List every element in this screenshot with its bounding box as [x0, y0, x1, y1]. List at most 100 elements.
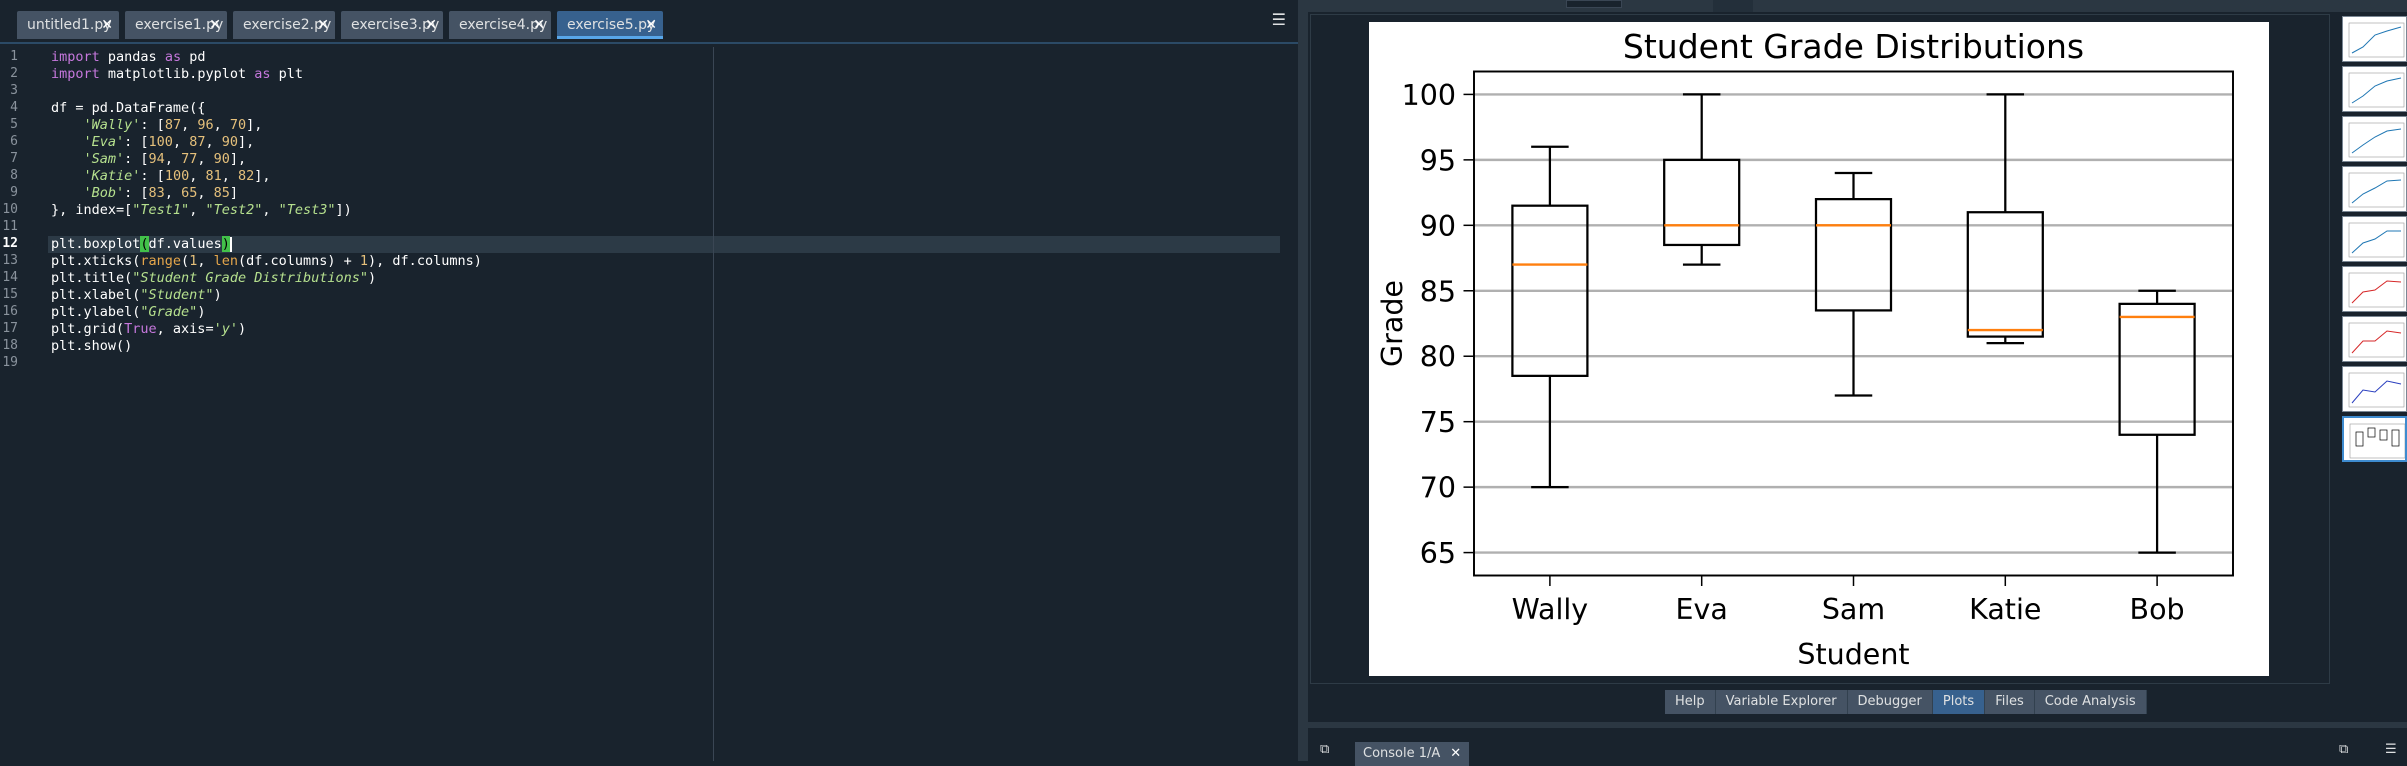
box-wally [1511, 204, 1589, 377]
plot-thumbnail[interactable] [2342, 316, 2407, 362]
hamburger-menu-icon[interactable]: ☰ [2385, 742, 2397, 757]
code-line[interactable]: import matplotlib.pyplot as plt [51, 66, 303, 82]
y-tick-label: 80 [1420, 341, 1456, 374]
code-line[interactable]: plt.title("Student Grade Distributions") [51, 270, 377, 286]
tab-help[interactable]: Help [1665, 690, 1716, 714]
tab-exercise5[interactable]: exercise5.py ✕ [557, 11, 663, 39]
plots-toolbar-strip [1308, 0, 2407, 12]
tab-label: exercise4.py [459, 17, 548, 33]
tab-files[interactable]: Files [1985, 690, 2035, 714]
tab-untitled1[interactable]: untitled1.py ✕ [17, 11, 119, 39]
line-number: 15 [2, 287, 18, 302]
box-eva [1663, 158, 1741, 247]
code-line[interactable]: 'Sam': [94, 77, 90], [83, 151, 247, 167]
close-icon[interactable]: ✕ [533, 17, 545, 33]
line-number: 6 [10, 134, 18, 149]
tab-label: exercise5.py [567, 17, 656, 33]
code-line[interactable]: plt.grid(True, axis='y') [51, 321, 247, 337]
plot-thumbnail[interactable] [2342, 216, 2407, 262]
y-tick-label: 70 [1420, 472, 1456, 505]
line-number: 4 [10, 100, 18, 115]
plots-pane: 65 70 75 80 85 90 95 100 Wally Eva Sam Katie Bob Stud… [1308, 0, 2407, 720]
code-line[interactable]: 'Wally': [87, 96, 70], [83, 117, 263, 133]
y-tick-label: 100 [1402, 79, 1456, 112]
boxplot-chart: 65 70 75 80 85 90 95 100 Wally Eva Sam Katie Bob Stud… [1376, 27, 2234, 671]
tab-variable-explorer[interactable]: Variable Explorer [1715, 690, 1848, 714]
line-number: 5 [10, 117, 18, 132]
line-number: 3 [10, 83, 18, 98]
plots-pane-tabs: Help Variable Explorer Debugger Plots Fi… [1665, 690, 2147, 714]
plot-thumbnail[interactable] [2342, 416, 2407, 462]
plot-thumbnail[interactable] [2342, 16, 2407, 62]
close-icon[interactable]: ✕ [645, 17, 657, 33]
plot-thumbnail[interactable] [2342, 66, 2407, 112]
axes-frame [1473, 70, 2234, 577]
line-number: 8 [10, 168, 18, 183]
line-number: 14 [2, 270, 18, 285]
line-number: 11 [2, 219, 18, 234]
box-bob [2118, 302, 2196, 436]
new-window-icon[interactable]: ⧉ [1320, 742, 1330, 757]
code-line[interactable]: }, index=["Test1", "Test2", "Test3"]) [51, 202, 352, 218]
plot-thumbnails[interactable] [2335, 14, 2407, 682]
code-line[interactable]: 'Bob': [83, 65, 85] [83, 185, 239, 201]
console-separator[interactable] [1308, 722, 2407, 728]
box-katie [1966, 211, 2044, 338]
code-line[interactable]: plt.xlabel("Student") [51, 287, 222, 303]
toolbar-button[interactable] [1713, 0, 1753, 12]
plot-thumbnail[interactable] [2342, 266, 2407, 312]
plot-thumbnail[interactable] [2342, 366, 2407, 412]
code-line[interactable]: import pandas as pd [51, 49, 206, 65]
pane-splitter[interactable] [1298, 0, 1308, 761]
close-icon[interactable]: ✕ [317, 17, 329, 33]
close-icon[interactable]: ✕ [209, 17, 221, 33]
y-tick-label: 90 [1420, 210, 1456, 243]
line-number: 7 [10, 151, 18, 166]
tab-debugger[interactable]: Debugger [1847, 690, 1933, 714]
tab-label: exercise3.py [351, 17, 440, 33]
toolbar-button[interactable] [1566, 0, 1622, 8]
line-number-gutter: 1 2 3 4 5 6 7 8 9 10 11 12 13 14 15 16 1… [0, 47, 48, 761]
tab-exercise3[interactable]: exercise3.py ✕ [341, 11, 443, 39]
code-line[interactable]: 'Eva': [100, 87, 90], [83, 134, 255, 150]
copy-icon[interactable]: ⧉ [2339, 742, 2349, 757]
console-tab-bar: ⧉ Console 1/A ✕ ⧉ ☰ [1308, 730, 2407, 766]
tab-label: exercise2.py [243, 17, 332, 33]
x-tick-label: Katie [1969, 593, 2041, 626]
y-tick-label: 95 [1420, 144, 1456, 177]
close-icon[interactable]: ✕ [425, 17, 437, 33]
tab-label: exercise1.py [135, 17, 224, 33]
close-icon[interactable]: ✕ [1450, 746, 1462, 761]
code-editor[interactable]: import pandas as pd import matplotlib.pyp… [48, 47, 1284, 761]
tab-code-analysis[interactable]: Code Analysis [2034, 690, 2147, 714]
tab-exercise1[interactable]: exercise1.py ✕ [125, 11, 227, 39]
code-line-current[interactable]: plt.boxplot(df.values) [51, 236, 232, 252]
line-number: 19 [2, 355, 18, 370]
code-line[interactable]: plt.show() [51, 338, 133, 354]
plot-thumbnail[interactable] [2342, 116, 2407, 162]
plot-thumbnail[interactable] [2342, 166, 2407, 212]
tab-exercise2[interactable]: exercise2.py ✕ [233, 11, 335, 39]
line-number: 10 [2, 202, 18, 217]
tab-console[interactable]: Console 1/A ✕ [1355, 742, 1470, 766]
console-tab-label: Console 1/A [1363, 746, 1441, 761]
code-line[interactable]: plt.ylabel("Grade") [51, 304, 206, 320]
code-line[interactable]: df = pd.DataFrame({ [51, 100, 206, 116]
line-number: 16 [2, 304, 18, 319]
y-tick-label: 75 [1420, 406, 1456, 439]
tab-label: untitled1.py [27, 17, 112, 33]
plot-viewer: 65 70 75 80 85 90 95 100 Wally Eva Sam Katie Bob Stud… [1310, 14, 2330, 684]
code-line[interactable]: plt.xticks(range(1, len(df.columns) + 1)… [51, 253, 482, 269]
tab-exercise4[interactable]: exercise4.py ✕ [449, 11, 551, 39]
x-tick-label: Eva [1676, 593, 1728, 626]
tab-plots[interactable]: Plots [1932, 690, 1986, 714]
close-icon[interactable]: ✕ [101, 17, 113, 33]
hamburger-menu-icon[interactable]: ☰ [1271, 10, 1286, 29]
code-line[interactable]: 'Katie': [100, 81, 82], [83, 168, 271, 184]
line-number: 1 [10, 49, 18, 64]
line-number: 9 [10, 185, 18, 200]
line-number: 18 [2, 338, 18, 353]
box-sam [1814, 198, 1893, 312]
x-tick-label: Bob [2130, 593, 2185, 626]
line-number: 2 [10, 66, 18, 81]
